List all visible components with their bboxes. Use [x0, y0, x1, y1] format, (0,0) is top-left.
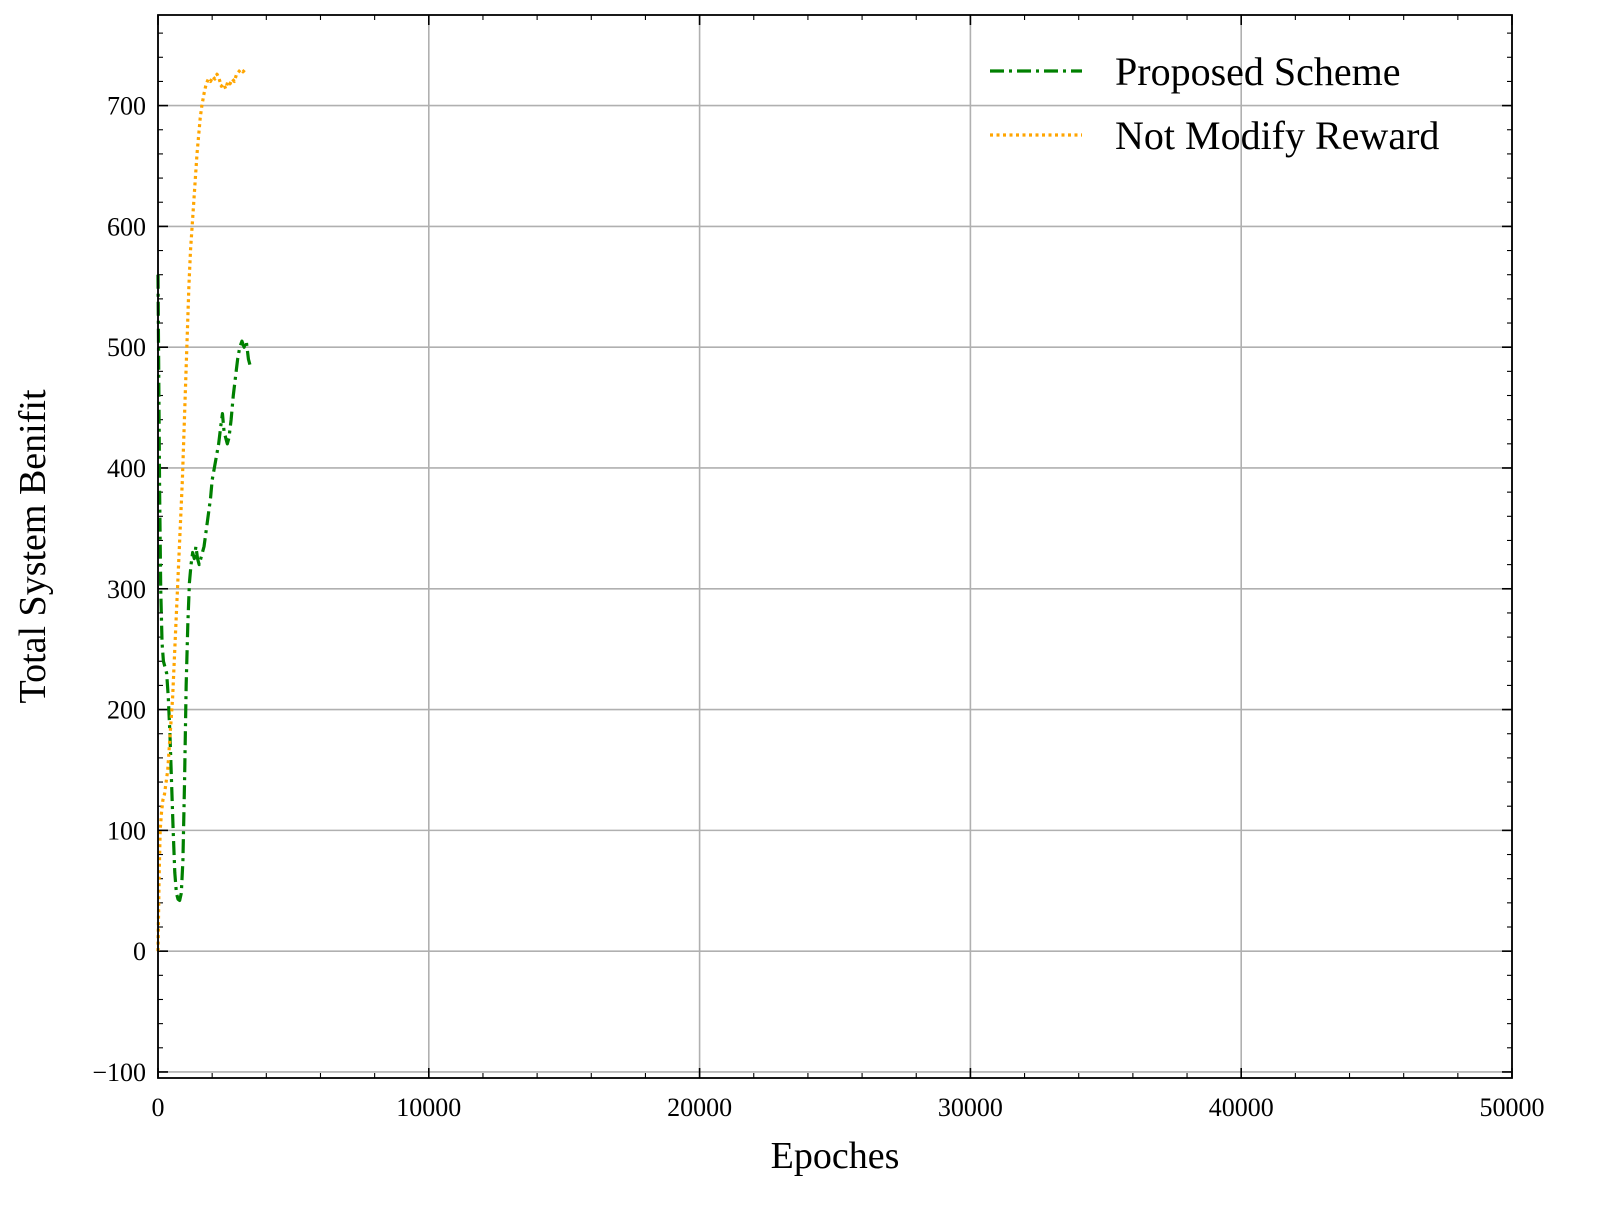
y-tick-label: 500	[107, 333, 146, 362]
x-tick-label: 0	[152, 1093, 165, 1122]
y-tick-label: 400	[107, 454, 146, 483]
x-tick-label: 50000	[1480, 1093, 1545, 1122]
legend-label-proposed-scheme: Proposed Scheme	[1115, 49, 1401, 94]
x-tick-label: 20000	[667, 1093, 732, 1122]
x-axis-label: Epoches	[771, 1135, 900, 1177]
series-line-not-modify-reward	[156, 67, 247, 952]
legend: Proposed Scheme Not Modify Reward	[990, 49, 1439, 158]
minor-ticks	[158, 15, 1512, 1078]
series-layer	[156, 67, 252, 952]
major-ticks	[157, 15, 1513, 1078]
series-line-proposed-scheme	[156, 274, 252, 903]
y-tick-labels: −100 0 100 200 300 400 500 600 700	[92, 92, 146, 1087]
y-tick-label: −100	[92, 1058, 146, 1087]
legend-label-not-modify-reward: Not Modify Reward	[1115, 113, 1439, 158]
y-axis-label: Total System Benifit	[12, 389, 54, 703]
y-tick-label: 300	[107, 575, 146, 604]
y-tick-label: 200	[107, 696, 146, 725]
x-tick-label: 40000	[1209, 1093, 1274, 1122]
grid-lines	[157, 15, 1513, 1078]
y-tick-label: 600	[107, 212, 146, 241]
y-tick-label: 0	[133, 937, 146, 966]
plot-frame	[157, 14, 1513, 1079]
x-tick-label: 30000	[938, 1093, 1003, 1122]
x-tick-labels: 0 10000 20000 30000 40000 50000	[152, 1093, 1545, 1122]
x-tick-label: 10000	[396, 1093, 461, 1122]
y-tick-label: 700	[107, 92, 146, 121]
y-tick-label: 100	[107, 816, 146, 845]
